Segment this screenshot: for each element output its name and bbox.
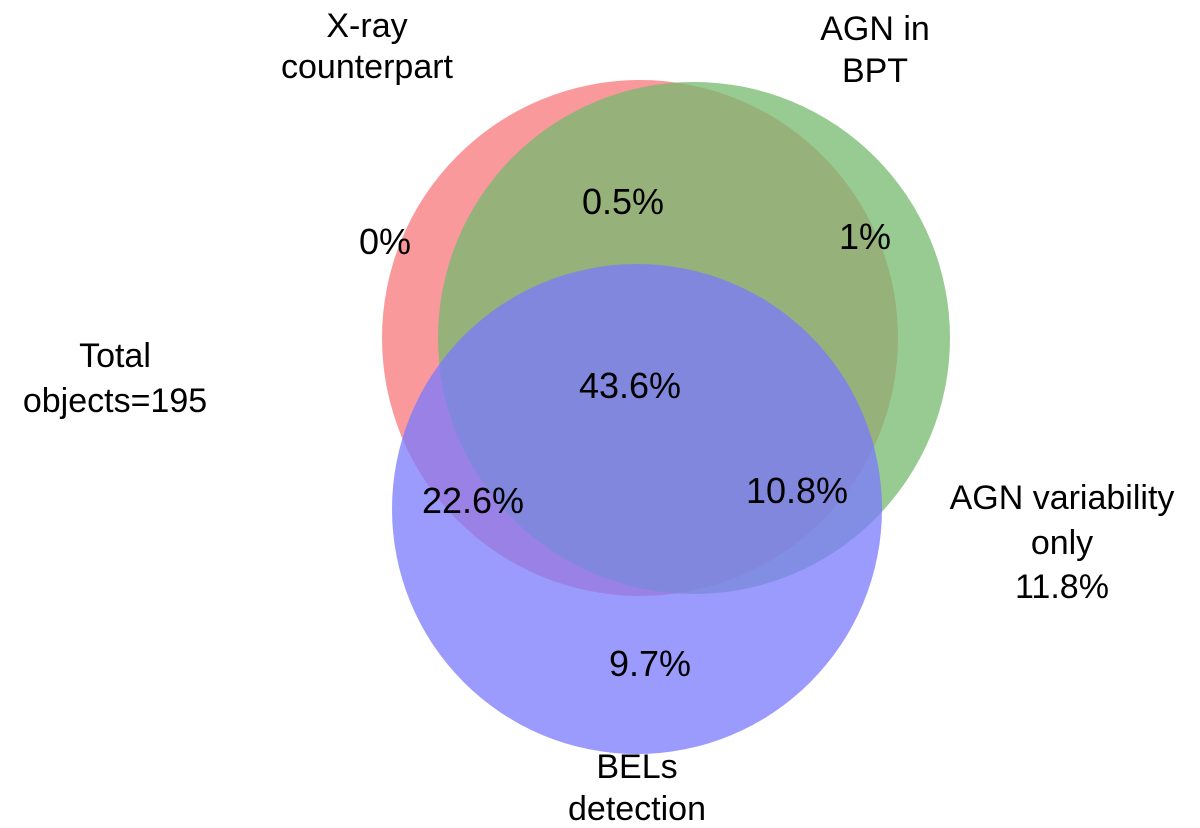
region-xray-bpt: 0.5% xyxy=(582,181,664,222)
region-bpt-only: 1% xyxy=(839,216,891,257)
set-label-bpt: BPT xyxy=(842,52,908,90)
set-label-xray: counterpart xyxy=(281,48,454,86)
region-bpt-bels: 10.8% xyxy=(746,470,848,511)
total-objects-label: objects=195 xyxy=(23,382,207,420)
circle-bels xyxy=(392,264,882,754)
region-bels-only: 9.7% xyxy=(609,643,691,684)
variability-only-value: 11.8% xyxy=(1015,568,1109,606)
region-xray-only: 0% xyxy=(359,221,411,262)
region-all-three: 43.6% xyxy=(579,365,681,406)
total-objects-label: Total xyxy=(79,337,151,375)
set-label-xray: X-ray xyxy=(326,7,407,45)
variability-only-label: only xyxy=(1031,524,1093,562)
region-xray-bels: 22.6% xyxy=(422,480,524,521)
set-label-bels: detection xyxy=(568,790,706,828)
set-label-bels: BELs xyxy=(596,748,677,786)
set-label-bpt: AGN in xyxy=(820,10,930,48)
variability-only-label: AGN variability xyxy=(950,479,1175,517)
